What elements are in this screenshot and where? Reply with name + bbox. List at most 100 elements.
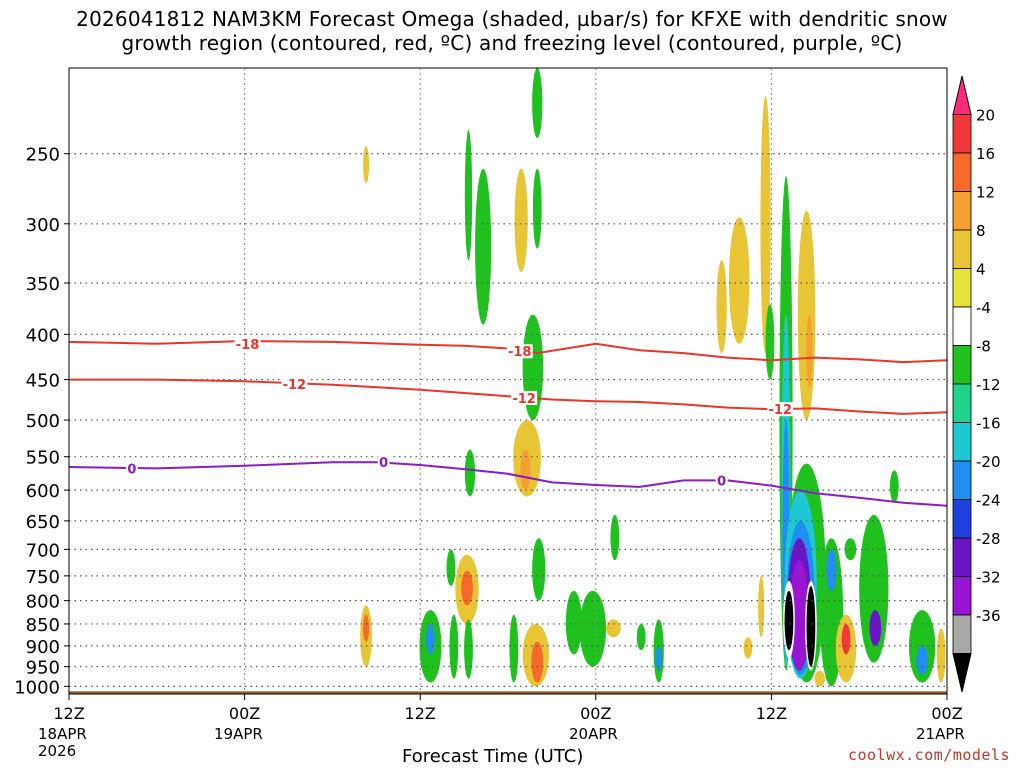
colorbar-segment	[952, 460, 972, 500]
omega-cell	[532, 68, 543, 139]
colorbar-segment	[952, 152, 972, 192]
colorbar-segment	[952, 191, 972, 231]
omega-cell	[363, 145, 370, 184]
omega-cell	[728, 217, 750, 344]
y-tick-label: 550	[26, 448, 60, 469]
colorbar-segment	[952, 383, 972, 423]
plot-frame	[68, 67, 948, 695]
x-tick-label: 00Z	[580, 704, 611, 723]
contour-label-bg	[125, 461, 138, 476]
colorbar-label: -20	[976, 453, 1001, 471]
colorbar-label: -4	[976, 299, 991, 317]
date-label-19apr: 19APR	[214, 725, 263, 743]
contour-label: -12	[512, 392, 536, 407]
omega-cell	[789, 560, 809, 671]
omega-cell	[565, 590, 582, 655]
y-tick-label: 850	[26, 615, 60, 636]
omega-cell	[610, 514, 620, 561]
colorbar-top-arrow	[952, 75, 972, 115]
colorbar-label: 20	[976, 107, 995, 125]
omega-cell	[464, 129, 473, 261]
omega-cell	[806, 585, 816, 667]
omega-cell	[716, 260, 727, 354]
omega-cell	[363, 614, 370, 642]
colorbar-segment	[952, 229, 972, 269]
contour-label-bg	[767, 402, 794, 417]
omega-cell	[514, 168, 528, 272]
y-tick-label: 450	[26, 371, 60, 392]
chart-title-line-1: 2026041812 NAM3KM Forecast Omega (shaded…	[76, 7, 948, 31]
colorbar-label: -8	[976, 338, 991, 356]
y-tick-label: 300	[26, 215, 60, 236]
y-tick-label: 900	[26, 637, 60, 658]
y-tick-label: 1000	[14, 677, 60, 698]
x-tick-label: 00Z	[931, 704, 962, 723]
colorbar-label: -36	[976, 607, 1001, 625]
omega-cell	[464, 619, 473, 679]
y-tick-label: 600	[26, 481, 60, 502]
colorbar: 20 16 12 8 4 -4 -8 -12 -16 -20 -24 -28 -32 -36	[952, 75, 1001, 693]
y-tick-label: 250	[26, 145, 60, 166]
contour-label-bg	[234, 336, 261, 351]
y-tick-label: 650	[26, 512, 60, 533]
colorbar-label: 12	[976, 184, 995, 202]
colorbar-label: -28	[976, 530, 1001, 548]
y-tick-label: 750	[26, 567, 60, 588]
omega-cell	[936, 628, 946, 683]
y-tick-label: 400	[26, 325, 60, 346]
contour-label: -18	[508, 345, 532, 360]
contour-label-bg	[281, 376, 308, 391]
omega-cell	[889, 470, 899, 503]
contour-label: 0	[717, 474, 726, 489]
omega-cell	[446, 549, 456, 586]
date-label-18apr: 18APR 2026	[38, 725, 87, 760]
colorbar-segment	[952, 345, 972, 385]
contour-line	[69, 378, 947, 415]
omega-cell	[579, 590, 607, 667]
colorbar-label: -16	[976, 415, 1001, 433]
y-axis-ticks: 2503003504004505005506006507007508008509…	[14, 145, 69, 698]
omega-cell	[797, 210, 816, 421]
colorbar-segment	[952, 422, 972, 462]
x-tick-label: 12Z	[756, 704, 787, 723]
omega-cell	[760, 95, 771, 354]
x-tick-label: 12Z	[405, 704, 436, 723]
colorbar-label: 16	[976, 145, 995, 163]
omega-cell	[532, 168, 542, 249]
date-label-20apr: 20APR	[569, 725, 618, 743]
omega-cell	[531, 641, 544, 683]
omega-cell	[916, 645, 928, 675]
omega-cell	[655, 645, 662, 671]
colorbar-segment	[952, 114, 972, 154]
colorbar-label: -12	[976, 376, 1001, 394]
contour-label: -12	[283, 378, 307, 393]
contour-label: 0	[379, 456, 388, 471]
contour-label: -18	[236, 338, 260, 353]
omega-cell	[509, 614, 519, 683]
contour-line	[69, 461, 947, 507]
contour-label-bg	[511, 390, 538, 405]
y-tick-label: 700	[26, 540, 60, 561]
omega-cell	[426, 623, 435, 655]
omega-cell	[806, 314, 813, 389]
omega-cell	[859, 514, 889, 663]
omega-cell	[449, 614, 459, 679]
omega-shading	[360, 68, 946, 687]
omega-cell	[475, 168, 492, 325]
omega-cell	[606, 619, 621, 638]
terrain	[69, 691, 947, 694]
omega-cell	[464, 449, 476, 497]
colorbar-label: -32	[976, 569, 1001, 587]
y-tick-label: 500	[26, 411, 60, 432]
contour-label: 0	[127, 462, 136, 477]
omega-cell	[765, 304, 775, 380]
x-axis-ticks: 12Z 00Z 12Z 00Z 12Z 00Z	[53, 694, 963, 723]
y-tick-label: 950	[26, 658, 60, 679]
omega-cell	[841, 623, 851, 655]
contour-label-bg	[377, 455, 390, 470]
contour-label-bg	[506, 344, 533, 359]
y-tick-label: 350	[26, 274, 60, 295]
contour-line	[69, 339, 947, 364]
colorbar-label: 4	[976, 261, 986, 279]
